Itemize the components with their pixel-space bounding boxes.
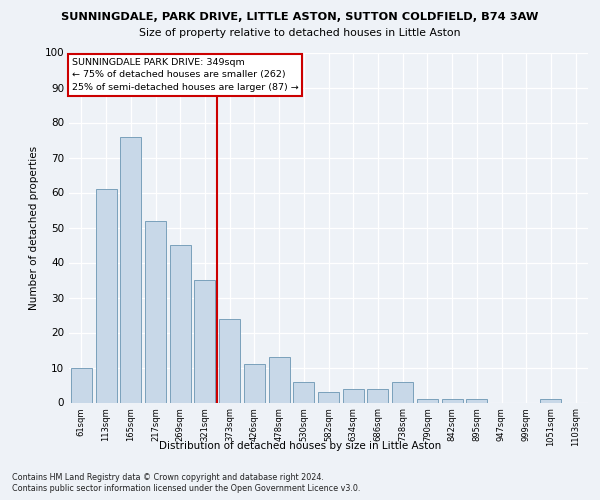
- Bar: [392, 382, 413, 402]
- Bar: [541, 399, 562, 402]
- Text: Distribution of detached houses by size in Little Aston: Distribution of detached houses by size …: [159, 441, 441, 451]
- Y-axis label: Number of detached properties: Number of detached properties: [29, 146, 39, 310]
- Bar: [219, 318, 240, 402]
- Text: Contains HM Land Registry data © Crown copyright and database right 2024.: Contains HM Land Registry data © Crown c…: [12, 472, 324, 482]
- Bar: [442, 399, 463, 402]
- Bar: [367, 388, 388, 402]
- Bar: [318, 392, 339, 402]
- Text: SUNNINGDALE, PARK DRIVE, LITTLE ASTON, SUTTON COLDFIELD, B74 3AW: SUNNINGDALE, PARK DRIVE, LITTLE ASTON, S…: [61, 12, 539, 22]
- Bar: [170, 245, 191, 402]
- Bar: [145, 220, 166, 402]
- Text: Size of property relative to detached houses in Little Aston: Size of property relative to detached ho…: [139, 28, 461, 38]
- Bar: [120, 136, 141, 402]
- Bar: [269, 357, 290, 403]
- Bar: [194, 280, 215, 402]
- Bar: [95, 189, 116, 402]
- Bar: [466, 399, 487, 402]
- Bar: [417, 399, 438, 402]
- Text: SUNNINGDALE PARK DRIVE: 349sqm
← 75% of detached houses are smaller (262)
25% of: SUNNINGDALE PARK DRIVE: 349sqm ← 75% of …: [71, 58, 298, 92]
- Text: Contains public sector information licensed under the Open Government Licence v3: Contains public sector information licen…: [12, 484, 361, 493]
- Bar: [244, 364, 265, 403]
- Bar: [293, 382, 314, 402]
- Bar: [343, 388, 364, 402]
- Bar: [71, 368, 92, 402]
